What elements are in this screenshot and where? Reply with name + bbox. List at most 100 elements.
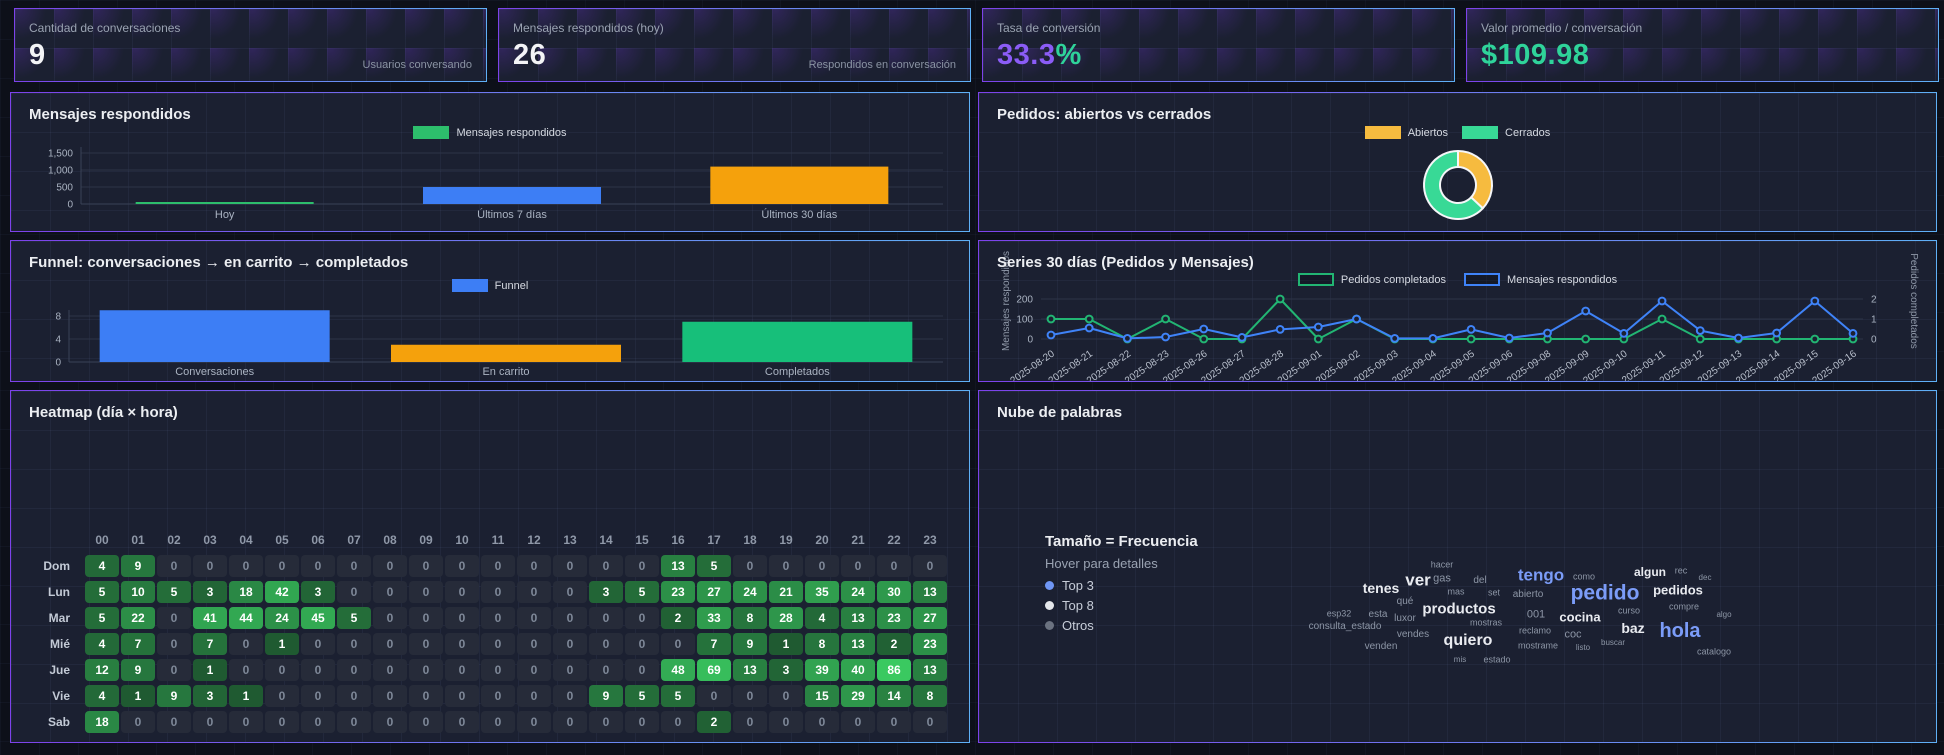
heatmap-cell[interactable]: 3 <box>301 581 335 603</box>
heatmap-cell[interactable]: 0 <box>121 711 155 733</box>
heatmap-cell[interactable]: 44 <box>229 607 263 629</box>
heatmap-cell[interactable]: 40 <box>841 659 875 681</box>
wordcloud-word[interactable]: abierto <box>1512 589 1544 600</box>
heatmap-cell[interactable]: 0 <box>625 633 659 655</box>
heatmap-cell[interactable]: 0 <box>337 581 371 603</box>
heatmap-cell[interactable]: 0 <box>157 607 191 629</box>
heatmap-cell[interactable]: 0 <box>553 581 587 603</box>
heatmap-cell[interactable]: 0 <box>805 711 839 733</box>
wordcloud-word[interactable]: del <box>1473 575 1487 586</box>
wordcloud-word[interactable]: reclamo <box>1518 625 1552 636</box>
heatmap-cell[interactable]: 0 <box>589 659 623 681</box>
wordcloud-word[interactable]: cocina <box>1559 609 1601 625</box>
heatmap-cell[interactable]: 0 <box>157 555 191 577</box>
heatmap-cell[interactable]: 29 <box>841 685 875 707</box>
heatmap-cell[interactable]: 0 <box>625 607 659 629</box>
heatmap-cell[interactable]: 0 <box>553 633 587 655</box>
bar-chart-mensajes[interactable]: 0 500 1,000 1,500 Hoy Últimos 7 días Últimos 3… <box>11 93 969 231</box>
heatmap-cell[interactable]: 39 <box>805 659 839 681</box>
wordcloud-word[interactable]: tenes <box>1362 580 1400 596</box>
heatmap-cell[interactable]: 48 <box>661 659 695 681</box>
heatmap-cell[interactable]: 0 <box>733 555 767 577</box>
wordcloud-word[interactable]: dec <box>1698 573 1712 582</box>
legend-item[interactable]: Funnel <box>451 279 528 292</box>
wordcloud-word[interactable]: compre <box>1668 601 1700 612</box>
heatmap-cell[interactable]: 0 <box>625 555 659 577</box>
wordcloud-word[interactable]: esta <box>1368 609 1388 620</box>
heatmap-cell[interactable]: 0 <box>373 711 407 733</box>
heatmap-cell[interactable]: 0 <box>913 711 947 733</box>
donut-chart-pedidos[interactable] <box>979 93 1936 231</box>
heatmap-cell[interactable]: 0 <box>337 633 371 655</box>
heatmap-cell[interactable]: 0 <box>553 685 587 707</box>
heatmap-cell[interactable]: 0 <box>517 607 551 629</box>
heatmap-cell[interactable]: 5 <box>697 555 731 577</box>
heatmap-cell[interactable]: 27 <box>913 607 947 629</box>
heatmap-cell[interactable]: 0 <box>733 685 767 707</box>
heatmap-cell[interactable]: 41 <box>193 607 227 629</box>
heatmap-cell[interactable]: 0 <box>481 659 515 681</box>
heatmap-cell[interactable]: 0 <box>661 711 695 733</box>
heatmap-cell[interactable]: 45 <box>301 607 335 629</box>
heatmap-cell[interactable]: 0 <box>265 659 299 681</box>
wordcloud-word[interactable]: coc <box>1564 628 1582 641</box>
heatmap-cell[interactable]: 0 <box>517 633 551 655</box>
wordcloud-word[interactable]: pedidos <box>1653 582 1703 598</box>
heatmap-cell[interactable]: 9 <box>157 685 191 707</box>
heatmap-cell[interactable]: 5 <box>661 685 695 707</box>
wordcloud-canvas[interactable]: pedido hola tengo ver quiero productos tenes ba… <box>979 391 1936 742</box>
heatmap-cell[interactable]: 0 <box>265 685 299 707</box>
wordcloud-word[interactable]: como <box>1572 571 1596 582</box>
heatmap-cell[interactable]: 0 <box>805 555 839 577</box>
heatmap-cell[interactable]: 8 <box>805 633 839 655</box>
wordcloud-word[interactable]: set <box>1487 587 1501 598</box>
heatmap-cell[interactable]: 35 <box>805 581 839 603</box>
heatmap-cell[interactable]: 1 <box>121 685 155 707</box>
wordcloud-word[interactable]: venden <box>1364 641 1398 652</box>
heatmap-cell[interactable]: 0 <box>337 685 371 707</box>
heatmap-cell[interactable]: 33 <box>697 607 731 629</box>
heatmap-cell[interactable]: 13 <box>841 607 875 629</box>
heatmap-cell[interactable]: 0 <box>769 711 803 733</box>
heatmap-cell[interactable]: 5 <box>85 607 119 629</box>
heatmap-cell[interactable]: 0 <box>445 633 479 655</box>
heatmap-cell[interactable]: 0 <box>445 659 479 681</box>
heatmap-cell[interactable]: 18 <box>85 711 119 733</box>
heatmap-cell[interactable]: 0 <box>265 555 299 577</box>
heatmap-cell[interactable]: 0 <box>301 633 335 655</box>
wordcloud-word[interactable]: mostras <box>1469 617 1503 628</box>
heatmap-cell[interactable]: 9 <box>121 659 155 681</box>
heatmap-cell[interactable]: 18 <box>229 581 263 603</box>
heatmap-cell[interactable]: 8 <box>733 607 767 629</box>
heatmap-cell[interactable]: 0 <box>229 659 263 681</box>
heatmap-cell[interactable]: 0 <box>337 555 371 577</box>
wordcloud-word[interactable]: rec <box>1674 565 1688 576</box>
wordcloud-word[interactable]: listo <box>1575 643 1591 652</box>
legend-item-top3[interactable]: Top 3 <box>1045 578 1198 593</box>
heatmap-cell[interactable]: 0 <box>697 685 731 707</box>
heatmap-cell[interactable]: 0 <box>373 581 407 603</box>
heatmap-cell[interactable]: 22 <box>121 607 155 629</box>
heatmap-cell[interactable]: 0 <box>841 555 875 577</box>
heatmap-cell[interactable]: 42 <box>265 581 299 603</box>
wordcloud-word[interactable]: tengo <box>1517 565 1565 585</box>
line-chart-series[interactable]: 0 100 200 0 1 2 Mensajes respondidos Pedidos co… <box>979 241 1936 387</box>
heatmap-cell[interactable]: 13 <box>913 659 947 681</box>
heatmap-cell[interactable]: 0 <box>517 659 551 681</box>
wordcloud-word[interactable]: catalogo <box>1696 646 1732 657</box>
heatmap-cell[interactable]: 0 <box>589 555 623 577</box>
heatmap-cell[interactable]: 0 <box>481 607 515 629</box>
heatmap-cell[interactable]: 24 <box>265 607 299 629</box>
heatmap-cell[interactable]: 0 <box>409 685 443 707</box>
heatmap-cell[interactable]: 30 <box>877 581 911 603</box>
heatmap-cell[interactable]: 4 <box>85 555 119 577</box>
heatmap-cell[interactable]: 0 <box>553 607 587 629</box>
heatmap-cell[interactable]: 0 <box>193 711 227 733</box>
heatmap-cell[interactable]: 4 <box>805 607 839 629</box>
heatmap-cell[interactable]: 0 <box>445 581 479 603</box>
heatmap-cell[interactable]: 5 <box>337 607 371 629</box>
legend-item[interactable]: Mensajes respondidos <box>413 126 567 139</box>
heatmap-cell[interactable]: 0 <box>157 659 191 681</box>
heatmap-cell[interactable]: 0 <box>589 711 623 733</box>
heatmap-cell[interactable]: 0 <box>481 633 515 655</box>
